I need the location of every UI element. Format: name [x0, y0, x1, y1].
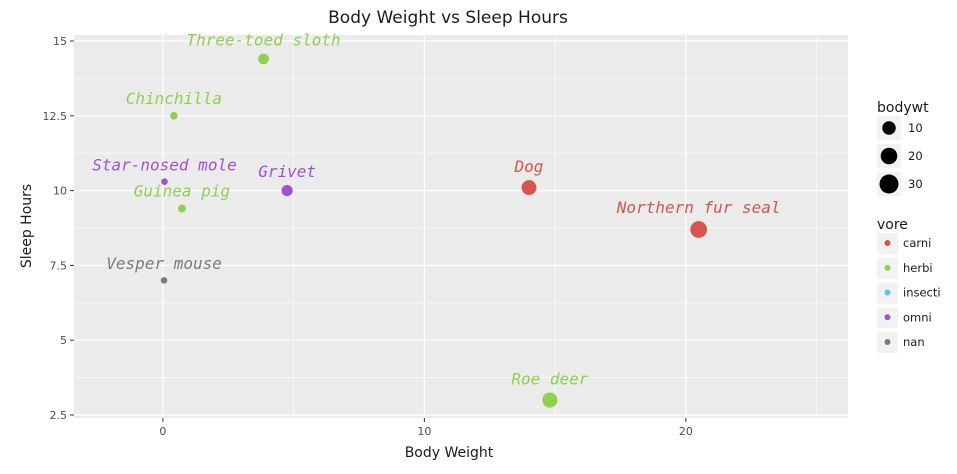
legend-size-label: 30 — [908, 177, 923, 191]
legend-color-title: vore — [877, 217, 908, 233]
legend-label-carni: carni — [903, 236, 931, 250]
point-labels: Three-toed sloth Chinchilla Star-nosed mol… — [92, 31, 780, 389]
data-point-three-toed-sloth — [258, 53, 269, 65]
legend-size-label: 20 — [908, 149, 923, 163]
data-point-chinchilla — [170, 112, 178, 120]
data-point-dog — [521, 180, 537, 196]
data-point-northern-fur-seal — [690, 221, 708, 238]
point-label-chinchilla: Chinchilla — [126, 89, 222, 108]
data-point-star-nosed-mole — [161, 178, 168, 185]
data-point-vesper-mouse — [160, 277, 168, 284]
legend-size-swatch — [882, 121, 896, 135]
axis-ticks: 0 10 20 2.5 5 7.5 10 12.5 15 — [43, 35, 693, 438]
legend-size-title: bodywt — [877, 100, 929, 116]
legend-swatch-insecti — [884, 289, 891, 296]
legend-swatch-herbi — [884, 264, 891, 271]
x-tick-label: 10 — [417, 425, 431, 438]
x-axis-title: Body Weight — [405, 445, 494, 461]
data-point-guinea-pig — [177, 204, 186, 213]
legend-label-herbi: herbi — [903, 261, 933, 275]
data-point-grivet — [281, 185, 293, 197]
y-tick-label: 7.5 — [50, 259, 68, 272]
point-label-grivet: Grivet — [258, 162, 316, 181]
y-tick-label: 10 — [53, 185, 67, 198]
legend-swatch-nan — [884, 339, 891, 345]
chart-title: Body Weight vs Sleep Hours — [328, 8, 568, 28]
y-tick-label: 5 — [60, 334, 67, 347]
y-tick-label: 2.5 — [50, 409, 68, 422]
data-point-roe-deer — [542, 392, 558, 408]
y-tick-label: 15 — [53, 35, 67, 48]
legend-swatch-omni — [884, 314, 891, 321]
y-axis-title: Sleep Hours — [19, 184, 35, 268]
point-label-vesper-mouse: Vesper mouse — [106, 254, 222, 273]
point-label-northern-fur-seal: Northern fur seal — [616, 198, 781, 217]
point-label-dog: Dog — [514, 157, 544, 176]
legend: bodywt vore 10 20 30 carni herbi insecti omni n… — [877, 100, 941, 353]
point-label-star-nosed-mole: Star-nosed mole — [92, 155, 237, 174]
point-label-guinea-pig: Guinea pig — [134, 182, 230, 201]
point-label-roe-deer: Roe deer — [511, 369, 588, 388]
legend-size-label: 10 — [908, 121, 923, 135]
legend-swatch-carni — [884, 240, 891, 246]
legend-size-swatch — [880, 147, 898, 165]
y-tick-label: 12.5 — [43, 110, 68, 123]
legend-size-swatch — [879, 174, 899, 194]
grid-lines — [74, 35, 848, 418]
data-points — [160, 53, 708, 408]
legend-label-omni: omni — [903, 310, 932, 324]
x-tick-label: 0 — [159, 425, 166, 438]
legend-label-nan: nan — [903, 335, 925, 349]
x-tick-label: 20 — [679, 425, 693, 438]
point-label-three-toed-sloth: Three-toed sloth — [187, 31, 341, 50]
legend-label-insecti: insecti — [903, 286, 941, 300]
plot-panel — [74, 35, 848, 418]
